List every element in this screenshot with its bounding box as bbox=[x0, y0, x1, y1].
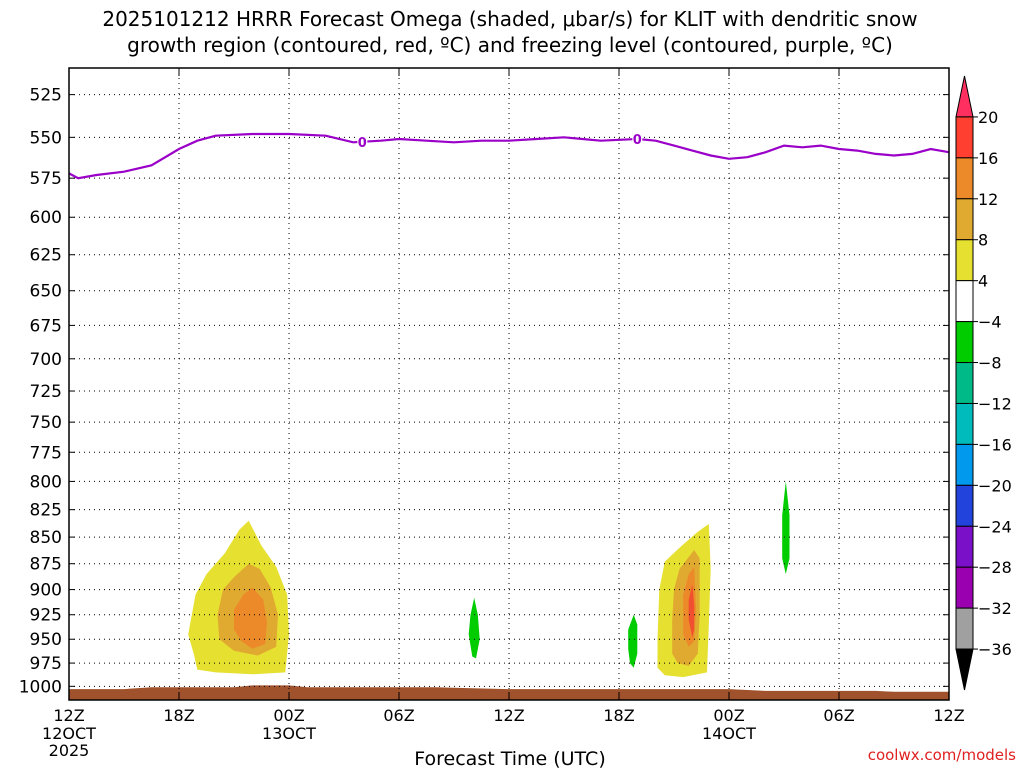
y-tick-label: 800 bbox=[30, 472, 62, 492]
colorbar-bin bbox=[955, 239, 974, 282]
colorbar-tick-label: 12 bbox=[978, 190, 998, 209]
colorbar-bin bbox=[955, 157, 974, 200]
plot-area: 0 052555057560062565067570072575077580082… bbox=[19, 67, 965, 760]
colorbar-bin-bottom bbox=[955, 648, 974, 691]
omega-region-6 bbox=[688, 584, 695, 638]
x-tick-label: 18Z bbox=[163, 706, 194, 725]
x-tick-label: 12Z bbox=[933, 706, 964, 725]
colorbar-bin bbox=[955, 484, 974, 527]
x-tick-date-label: 12OCT bbox=[42, 724, 96, 743]
x-tick-label: 00Z bbox=[273, 706, 304, 725]
y-tick-label: 925 bbox=[30, 606, 62, 626]
omega-region-9 bbox=[782, 481, 790, 575]
colorbar-tick-label: −20 bbox=[978, 476, 1012, 495]
colorbar-bin bbox=[955, 402, 974, 445]
colorbar-bin-top bbox=[955, 75, 974, 118]
omega-region-2 bbox=[234, 587, 267, 649]
omega-region-8 bbox=[628, 614, 638, 668]
colorbar-tick-label: −8 bbox=[978, 354, 1002, 373]
x-tick-label: 12Z bbox=[493, 706, 524, 725]
freezing-level-label: 0 bbox=[633, 133, 642, 148]
y-tick-label: 825 bbox=[30, 501, 62, 521]
colorbar-bin bbox=[955, 443, 974, 486]
x-tick-date-label: 13OCT bbox=[262, 724, 316, 743]
colorbar: 20 16 12 8 4 −4 −8 −12 −16 −20 −24 −28 −32 −36 bbox=[955, 75, 1012, 691]
colorbar-bin bbox=[955, 116, 974, 159]
colorbar-tick-label: −24 bbox=[978, 517, 1012, 536]
freezing-level-label-bg bbox=[357, 133, 368, 150]
y-tick-label: 625 bbox=[30, 246, 62, 266]
colorbar-bin bbox=[955, 607, 974, 650]
colorbar-tick-label: −12 bbox=[978, 394, 1012, 413]
x-axis-label: Forecast Time (UTC) bbox=[414, 748, 605, 768]
chart-title-line-2: growth region (contoured, red, ºC) and f… bbox=[127, 33, 893, 57]
freezing-level-label-bg bbox=[632, 131, 643, 148]
x-tick-label: 12Z bbox=[53, 706, 84, 725]
colorbar-tick-label: −36 bbox=[978, 640, 1012, 659]
freezing-level-label: 0 bbox=[358, 136, 367, 151]
y-tick-label: 525 bbox=[30, 86, 62, 106]
colorbar-tick-label: 20 bbox=[978, 108, 998, 127]
x-tick-date-label: 14OCT bbox=[702, 724, 756, 743]
x-tick-label: 06Z bbox=[383, 706, 414, 725]
omega-region-7 bbox=[468, 597, 480, 659]
colorbar-tick-label: 16 bbox=[978, 149, 998, 168]
y-tick-label: 650 bbox=[30, 282, 62, 302]
x-tick-label: 06Z bbox=[823, 706, 854, 725]
y-tick-label: 1000 bbox=[19, 677, 62, 697]
colorbar-bin bbox=[955, 321, 974, 364]
x-tick-label: 18Z bbox=[603, 706, 634, 725]
y-tick-label: 975 bbox=[30, 654, 62, 674]
y-tick-label: 575 bbox=[30, 169, 62, 189]
freezing-level-line bbox=[69, 132, 949, 180]
colorbar-tick-label: 8 bbox=[978, 231, 988, 250]
colorbar-tick-label: −28 bbox=[978, 558, 1012, 577]
y-tick-label: 675 bbox=[30, 316, 62, 336]
colorbar-tick-label: 4 bbox=[978, 272, 988, 291]
y-tick-label: 900 bbox=[30, 581, 62, 601]
y-tick-label: 750 bbox=[30, 413, 62, 433]
credit-text: coolwx.com/models bbox=[868, 746, 1016, 764]
y-tick-label: 775 bbox=[30, 443, 62, 463]
colorbar-bin bbox=[955, 362, 974, 404]
colorbar-tick-label: −32 bbox=[978, 599, 1012, 618]
y-tick-label: 875 bbox=[30, 555, 62, 575]
y-tick-label: 550 bbox=[30, 128, 62, 148]
colorbar-bin bbox=[955, 198, 974, 241]
y-tick-label: 700 bbox=[30, 350, 62, 370]
y-tick-label: 850 bbox=[30, 528, 62, 548]
y-tick-label: 725 bbox=[30, 382, 62, 402]
y-tick-label: 950 bbox=[30, 630, 62, 650]
colorbar-tick-label: −16 bbox=[978, 435, 1012, 454]
x-tick-label: 00Z bbox=[713, 706, 744, 725]
colorbar-bin bbox=[955, 280, 974, 323]
colorbar-bin bbox=[955, 525, 974, 568]
chart-title-line-1: 2025101212 HRRR Forecast Omega (shaded, … bbox=[102, 7, 917, 31]
colorbar-tick-label: −4 bbox=[978, 313, 1002, 332]
x-tick-year-label: 2025 bbox=[49, 741, 90, 760]
colorbar-bin bbox=[955, 566, 974, 609]
y-tick-label: 600 bbox=[30, 208, 62, 228]
